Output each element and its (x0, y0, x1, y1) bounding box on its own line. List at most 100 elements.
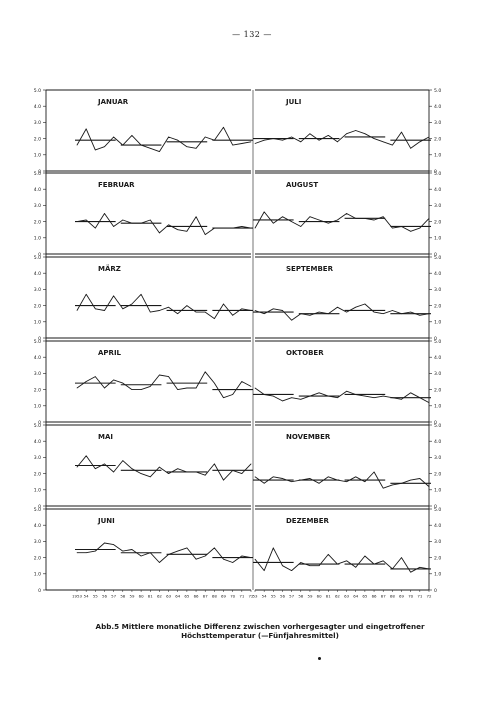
panel-title: AUGUST (286, 181, 318, 189)
y-tick-label: 4.0 (34, 523, 41, 529)
data-point (241, 308, 243, 310)
y-tick-label: 1.0 (434, 488, 441, 494)
x-tick-label: 63 (344, 594, 349, 599)
data-point (140, 555, 142, 557)
data-point (346, 560, 347, 562)
data-point (204, 474, 206, 476)
data-point (177, 389, 179, 390)
y-tick-label: 1.0 (434, 236, 441, 242)
y-tick-label: 4.0 (434, 523, 441, 529)
data-point (223, 126, 224, 128)
panel-title: NOVEMBER (286, 433, 331, 441)
x-tick-label: 69 (399, 594, 404, 599)
data-point (291, 136, 292, 138)
data-point (373, 397, 375, 399)
data-point (214, 463, 215, 465)
data-point (250, 386, 252, 387)
data-point (195, 558, 197, 560)
data-point (177, 139, 179, 141)
data-point (382, 313, 384, 315)
data-point (204, 136, 206, 138)
data-point (241, 473, 243, 474)
data-point (204, 555, 206, 557)
data-point (104, 146, 105, 148)
data-point (122, 460, 124, 461)
data-point (204, 371, 206, 373)
data-point (392, 310, 393, 311)
x-tick-label: 65 (184, 594, 189, 599)
data-point (104, 463, 105, 465)
y-tick-label: 4.0 (434, 187, 441, 193)
y-tick-label: 2.0 (34, 136, 41, 142)
y-tick-label: 4.0 (34, 355, 41, 361)
x-tick-label: 1953 (72, 594, 82, 599)
y-tick-label: 5.0 (434, 171, 441, 177)
data-point (113, 136, 114, 138)
y-tick-label: 2.0 (34, 471, 41, 477)
data-point (410, 479, 412, 481)
caption-line-1: Abb.5 Mittlere monatliche Differenz zwis… (95, 622, 425, 631)
data-point (149, 476, 151, 478)
data-point (254, 227, 256, 229)
y-tick-label: 0 (38, 169, 41, 175)
data-point (382, 395, 384, 397)
data-point (291, 397, 292, 399)
data-point (250, 141, 252, 143)
x-tick-label: 64 (353, 594, 358, 599)
data-point (428, 136, 430, 138)
data-point (195, 387, 197, 389)
data-point (122, 550, 124, 552)
data-point (419, 141, 421, 143)
y-tick-label: 5.0 (34, 339, 41, 345)
y-tick-label: 2.0 (34, 555, 41, 561)
data-point (168, 136, 169, 138)
data-point (104, 310, 105, 311)
y-tick-label: 5.0 (34, 255, 41, 261)
y-tick-label: 1.0 (34, 572, 41, 578)
data-point (346, 481, 347, 483)
data-point (309, 133, 311, 135)
data-point (410, 230, 412, 232)
data-point (140, 293, 142, 295)
data-point (392, 144, 393, 146)
data-point (159, 562, 160, 563)
y-tick-label: 5.0 (34, 171, 41, 177)
y-tick-label: 1.0 (34, 236, 41, 242)
x-tick-label: 66 (372, 594, 377, 599)
data-point (76, 310, 78, 311)
data-point (223, 479, 224, 481)
data-point (272, 547, 274, 549)
y-tick-label: 3.0 (434, 539, 441, 545)
data-point (254, 143, 256, 144)
x-tick-label: 60 (139, 594, 144, 599)
data-point (364, 303, 366, 305)
data-point (428, 218, 430, 219)
data-point (382, 141, 384, 143)
panel-title: JULI (285, 98, 301, 106)
y-tick-label: 5.0 (434, 255, 441, 261)
data-point (223, 558, 224, 560)
x-tick-label: 61 (148, 594, 153, 599)
y-tick-label: 4.0 (34, 271, 41, 277)
x-tick-label: 68 (390, 594, 395, 599)
y-tick-label: 2.0 (34, 303, 41, 309)
data-point (149, 386, 151, 387)
y-tick-label: 2.0 (434, 471, 441, 477)
figure-caption: Abb.5 Mittlere monatliche Differenz zwis… (60, 622, 460, 640)
y-tick-label: 1.0 (434, 404, 441, 410)
data-point (159, 374, 160, 376)
data-point (272, 476, 274, 478)
data-point (186, 146, 188, 148)
x-tick-label: 60 (317, 594, 322, 599)
y-tick-label: 0 (434, 336, 437, 342)
panel-title: FEBRUAR (98, 181, 135, 189)
y-tick-label: 2.0 (434, 387, 441, 393)
panel-title: JUNI (97, 517, 115, 525)
data-point (419, 566, 421, 568)
data-point (327, 222, 329, 224)
data-point (327, 554, 329, 555)
y-tick-label: 0 (38, 336, 41, 342)
data-point (104, 387, 105, 389)
x-tick-label: 67 (203, 594, 208, 599)
x-tick-label: 65 (362, 594, 367, 599)
